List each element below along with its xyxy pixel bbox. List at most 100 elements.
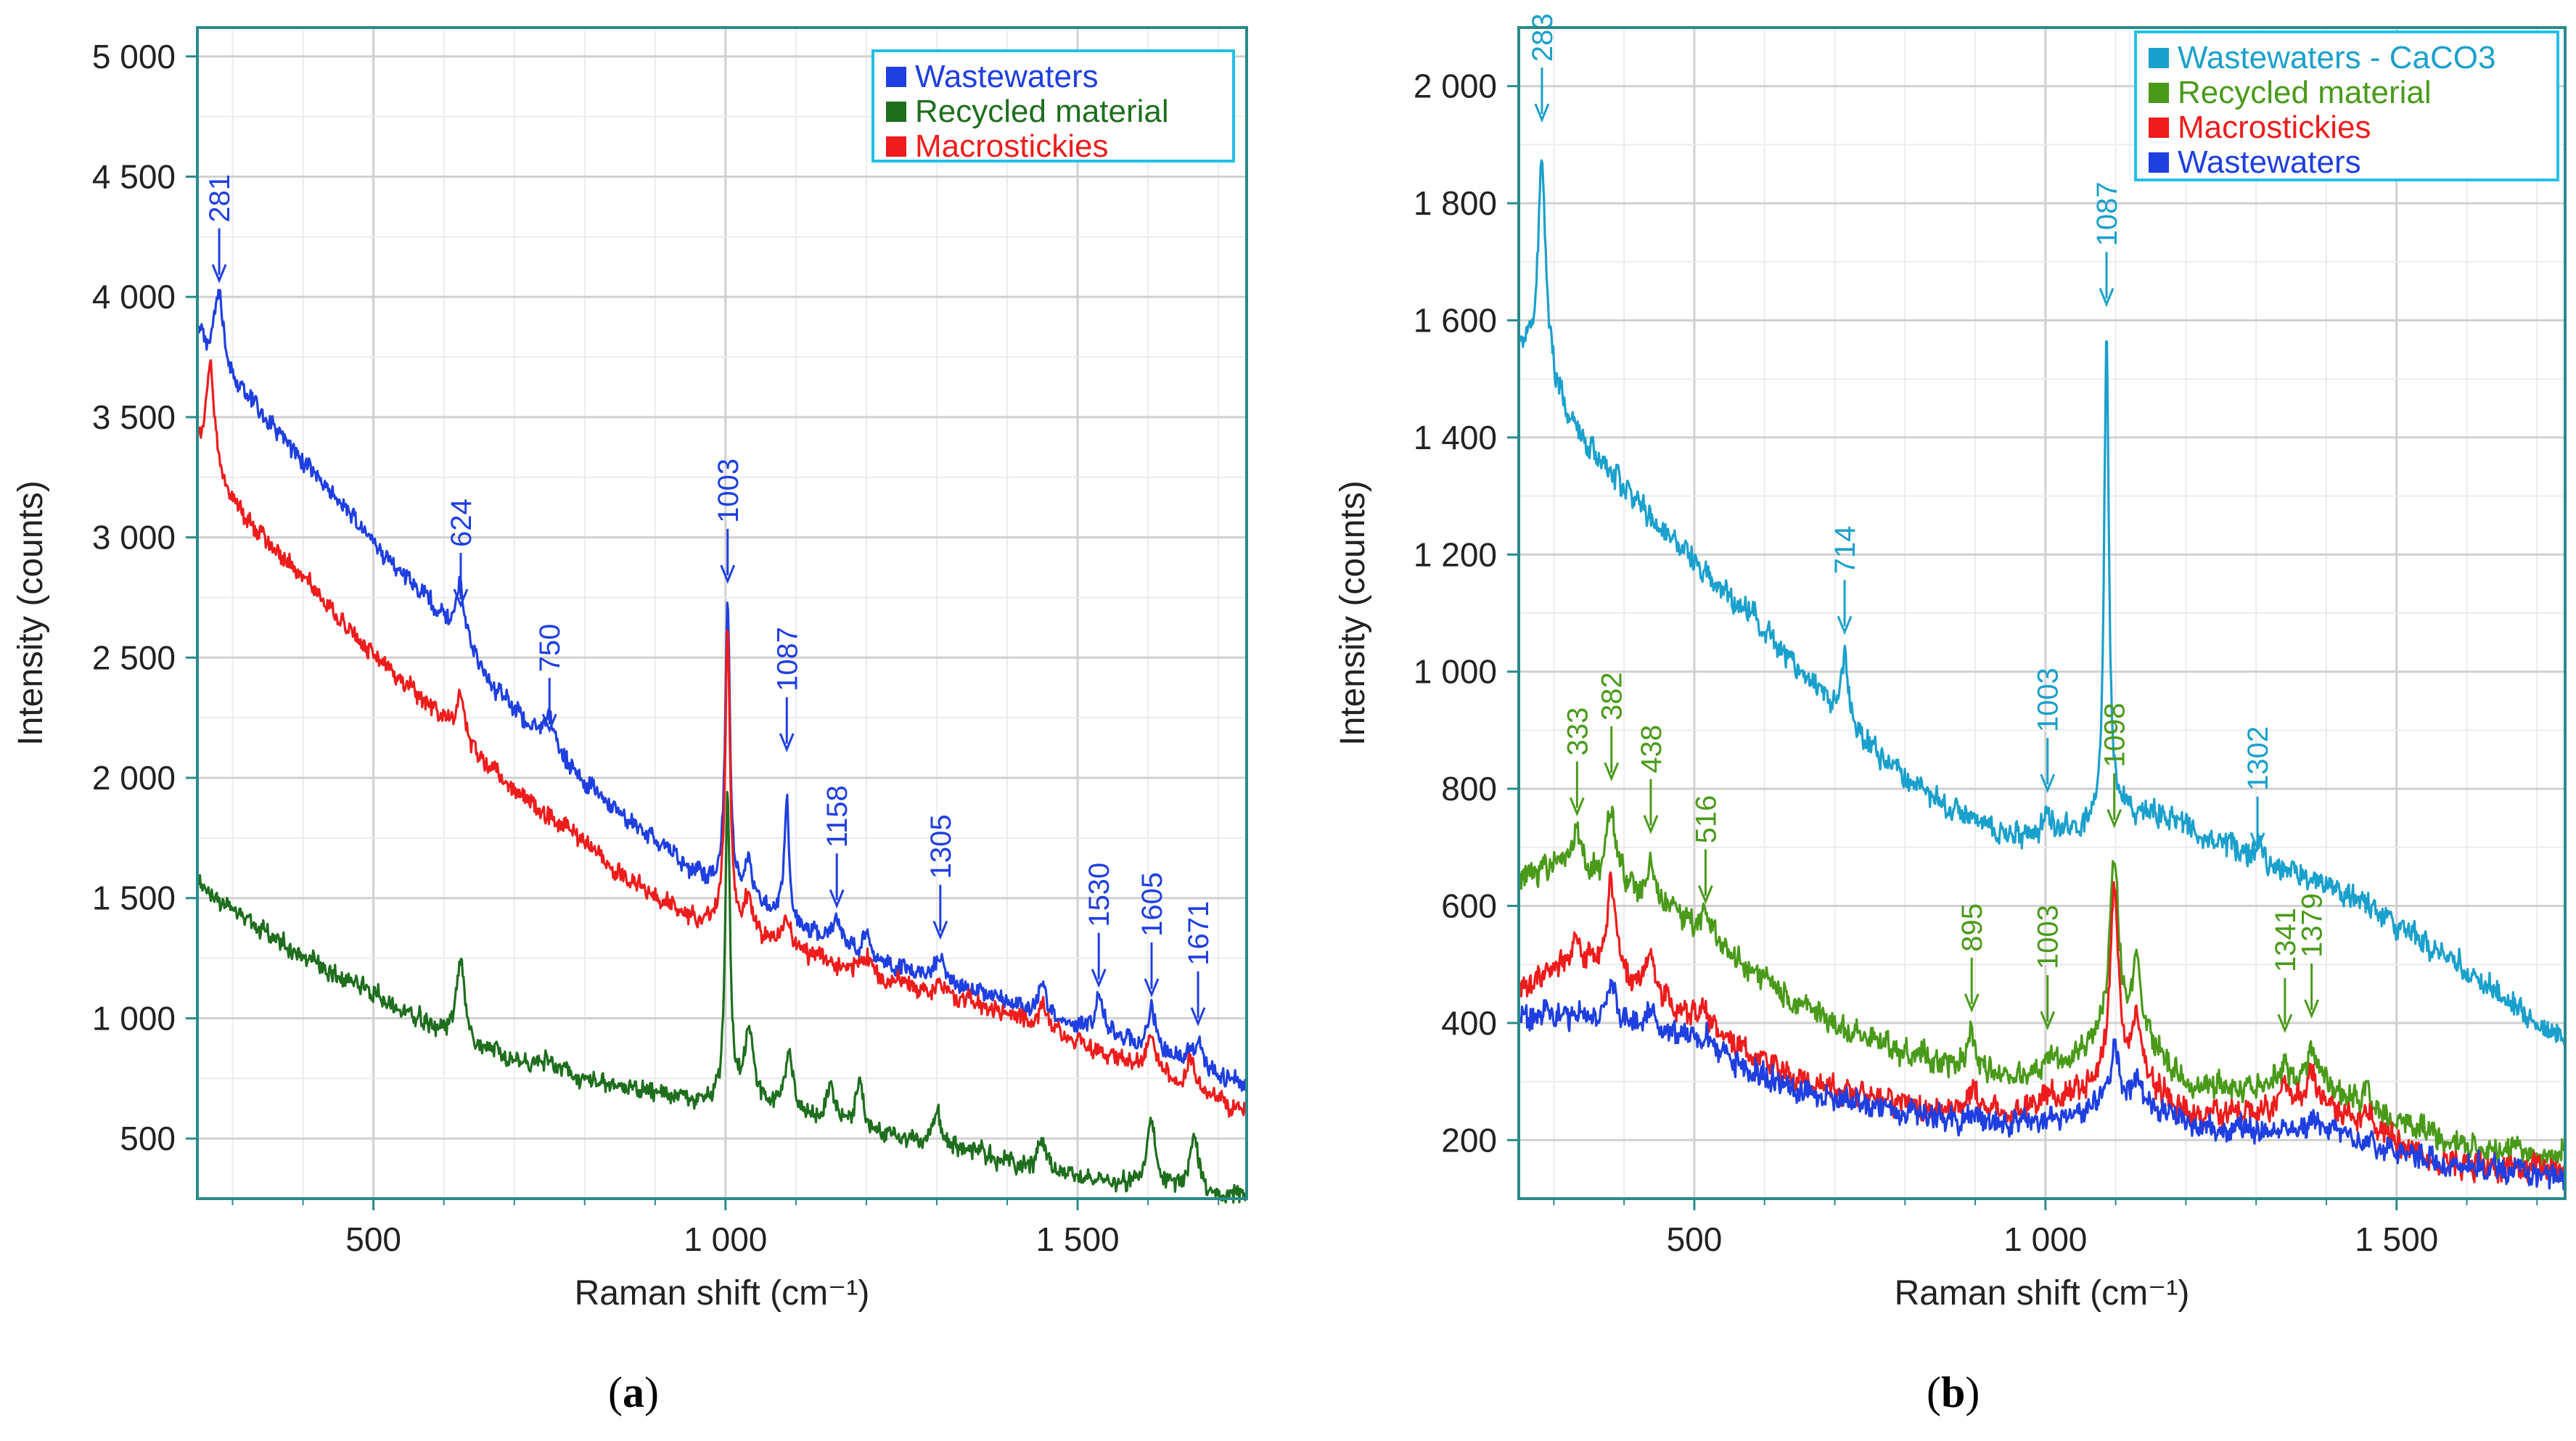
peak-annotation: 1003 xyxy=(2033,668,2064,794)
x-tick-label: 500 xyxy=(1667,1220,1723,1258)
legend-swatch xyxy=(2149,152,2169,173)
annotation-label: 382 xyxy=(1596,672,1628,720)
annotation-label: 1379 xyxy=(2297,893,2329,958)
series-line-macrostickies xyxy=(196,358,1247,1118)
peak-annotation: 283 xyxy=(1527,13,1559,123)
peak-annotation: 750 xyxy=(534,624,566,734)
annotation-arrow-head xyxy=(2107,809,2122,829)
peak-annotation: 1098 xyxy=(2099,703,2131,829)
peak-annotation: 516 xyxy=(1690,795,1722,905)
legend-label: Recycled material xyxy=(2178,75,2432,110)
annotation-arrow-head xyxy=(1643,815,1659,834)
legend-label: Macrostickies xyxy=(2178,110,2371,145)
y-tick-label: 500 xyxy=(120,1120,176,1157)
peak-annotation: 1605 xyxy=(1136,872,1168,998)
plot-frame xyxy=(1517,26,2567,1200)
legend-box xyxy=(871,49,1235,163)
legend-swatch xyxy=(886,102,906,122)
annotation-label: 1530 xyxy=(1083,863,1115,927)
peak-annotation: 1530 xyxy=(1083,863,1115,988)
annotation-arrow-head xyxy=(2040,1011,2056,1030)
annotation-label: 1087 xyxy=(771,627,803,691)
peak-annotation: 1671 xyxy=(1183,901,1215,1027)
series-line-wastewaters xyxy=(1517,978,2566,1191)
annotation-label: 1098 xyxy=(2099,703,2131,768)
annotation-label: 1003 xyxy=(2033,668,2064,732)
annotation-arrow-head xyxy=(1837,615,1853,636)
peak-annotation: 624 xyxy=(446,498,477,608)
annotation-arrow-head xyxy=(1144,978,1160,998)
y-tick-label: 5 000 xyxy=(92,38,176,75)
legend-label: Wastewaters xyxy=(2178,144,2361,180)
legend-swatch xyxy=(886,136,906,157)
annotation-arrow-head xyxy=(720,565,736,584)
legend-swatch xyxy=(2149,118,2169,138)
y-tick-label: 400 xyxy=(1441,1004,1497,1042)
annotation-arrow-head xyxy=(2277,1014,2293,1034)
annotation-arrow-head xyxy=(1190,1007,1206,1027)
annotation-label: 1087 xyxy=(2091,181,2123,246)
annotation-label: 1341 xyxy=(2270,908,2302,972)
series-line-recycled-material xyxy=(196,791,1247,1204)
peak-annotation: 1087 xyxy=(771,627,803,752)
chart-a: 281 624 750 1003 1087 1158 1305 1530 1605 1671 500… xyxy=(12,26,1248,1313)
annotation-label: 1003 xyxy=(713,459,745,523)
peak-annotation: 1305 xyxy=(925,814,957,940)
peak-annotation: 281 xyxy=(204,174,236,284)
y-tick-label: 3 500 xyxy=(92,398,176,436)
annotation-arrow-head xyxy=(829,889,845,909)
series-line-wastewaters-caco3 xyxy=(1517,159,2566,1046)
annotation-arrow-head xyxy=(2249,832,2265,852)
annotation-arrow-head xyxy=(2099,287,2114,308)
y-tick-label: 3 000 xyxy=(92,519,176,557)
x-tick-label: 500 xyxy=(345,1220,401,1258)
panel-label-b: (b) xyxy=(1927,1368,1980,1416)
annotation-label: 1305 xyxy=(925,814,957,879)
annotation-label: 1302 xyxy=(2242,726,2274,791)
annotation-arrow-head xyxy=(2304,999,2320,1019)
peak-annotation: 1341 xyxy=(2270,908,2302,1034)
annotation-arrow-head xyxy=(1698,884,1713,905)
y-axis-label: Intensity (counts) xyxy=(1334,480,1372,745)
y-tick-label: 200 xyxy=(1441,1121,1497,1159)
annotation-label: 333 xyxy=(1562,707,1593,756)
gridlines xyxy=(197,28,1247,1199)
y-tick-label: 2 000 xyxy=(92,759,176,797)
peak-annotation: 1087 xyxy=(2091,181,2123,308)
peak-annotation: 382 xyxy=(1596,672,1628,781)
y-tick-label: 1 800 xyxy=(1414,184,1497,222)
annotation-arrow-head xyxy=(453,588,469,608)
annotation-label: 283 xyxy=(1527,13,1559,62)
annotation-label: 624 xyxy=(446,498,477,547)
annotation-arrow-head xyxy=(932,920,948,940)
x-tick-label: 1 000 xyxy=(2003,1220,2087,1258)
peak-annotation: 1302 xyxy=(2242,726,2274,852)
panel-label-a: (a) xyxy=(608,1368,659,1416)
annotation-arrow-head xyxy=(1964,993,1980,1013)
peak-annotation: 1003 xyxy=(2033,905,2064,1030)
annotation-label: 281 xyxy=(204,174,236,223)
annotations: 281 624 750 1003 1087 1158 1305 1530 1605 1671 xyxy=(204,174,1215,1027)
legend-box xyxy=(2134,30,2559,181)
y-tick-label: 1 600 xyxy=(1414,302,1497,340)
peak-annotation: 895 xyxy=(1956,903,1988,1013)
annotation-arrow-head xyxy=(1604,762,1620,781)
annotation-label: 1158 xyxy=(821,785,853,847)
y-tick-label: 1 000 xyxy=(1414,653,1497,691)
annotation-label: 1605 xyxy=(1136,872,1168,937)
x-axis-label: Raman shift (cm⁻¹) xyxy=(575,1274,870,1313)
annotation-arrow-head xyxy=(211,264,227,284)
y-tick-label: 800 xyxy=(1441,770,1497,808)
annotation-arrow-head xyxy=(2040,773,2056,794)
legend-swatch xyxy=(2149,48,2169,68)
y-tick-label: 1 000 xyxy=(92,999,176,1037)
annotation-arrow-head xyxy=(779,733,795,752)
x-tick-label: 1 500 xyxy=(2355,1220,2438,1258)
annotation-label: 750 xyxy=(534,624,566,673)
annotation-arrow-head xyxy=(1091,969,1107,988)
legend-swatch xyxy=(886,67,906,87)
annotation-arrow-head xyxy=(541,713,557,734)
